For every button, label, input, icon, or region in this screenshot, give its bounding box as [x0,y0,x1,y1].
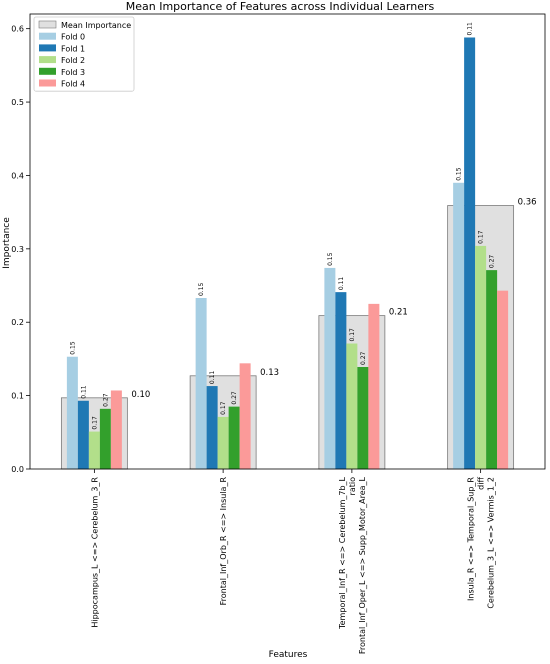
fold-bar [453,182,465,469]
y-tick-label: 0.5 [11,98,24,107]
x-tick-label: diff [477,477,486,490]
bar-value-label: 0.11 [209,371,216,385]
x-tick-label: Insula_R <=> Temporal_Sup_R [467,477,476,601]
legend-swatch [39,56,56,64]
legend-label: Fold 3 [61,68,85,77]
fold-bar [99,408,111,469]
legend-box [33,16,135,92]
fold-bar [346,343,358,469]
bar-value-label: 0.11 [80,385,87,399]
plot-frame [29,13,546,470]
bar-value-label: 0.17 [91,416,98,430]
legend-swatch [39,44,56,52]
fold-bar [217,416,229,469]
fold-bar [324,267,336,469]
x-tick-label: Hippocampus_L <=> Cerebelum_3_R [90,477,99,628]
bar-value-label: 0.11 [467,22,474,36]
bar-value-label: 0.15 [327,252,334,266]
fold-bar [335,292,347,469]
legend-label: Mean Importance [61,21,131,30]
legend-swatch [39,79,56,87]
fold-bar [77,400,89,469]
plot-area: 0.0 0.1 0.2 0.3 0.4 0.5 0.6 0.10 0.15 0.11 0.17 0.2… [11,13,546,654]
legend-label: Fold 0 [61,33,85,42]
y-tick-label: 0.4 [11,171,24,180]
legend-label: Fold 1 [61,44,85,53]
mean-value-label: 0.10 [131,390,150,400]
bar-value-label: 0.11 [338,277,345,291]
fold-bar [486,270,498,469]
mean-value-label: 0.36 [518,198,537,208]
x-tick-label: Frontal_Inf_Oper_L <=> Supp_Motor_Area_L [358,476,367,654]
legend-label: Fold 2 [61,56,85,65]
y-tick-label: 0.2 [11,318,24,327]
fold-bar [206,386,218,469]
fold-bar [66,356,78,469]
x-tick-label: Frontal_Inf_Orb_R <=> Insula_R [219,477,228,606]
fold-bar [110,390,122,469]
legend-swatch [39,67,56,75]
chart-title: Mean Importance of Features across Indiv… [126,0,435,13]
mean-value-label: 0.21 [389,308,408,318]
y-tick-label: 0.0 [11,465,24,474]
y-tick-label: 0.3 [11,245,24,254]
fold-bar [497,290,509,469]
bar-value-label: 0.27 [489,255,496,269]
y-tick-label: 0.6 [11,25,24,34]
fold-bar [464,37,476,469]
y-axis-label: Importance [2,217,12,269]
fold-bar [239,363,251,469]
legend-label: Fold 4 [61,80,85,89]
legend-swatch [38,20,57,29]
fold-bar [195,298,207,469]
mean-value-label: 0.13 [260,368,279,378]
legend-swatch [39,32,56,40]
bar-value-label: 0.17 [478,230,485,244]
bar-value-label: 0.27 [102,393,109,407]
bar-value-label: 0.15 [456,167,463,181]
x-tick-label: Temporal_Inf_R <=> Cerebelum_7b_L [338,476,347,629]
x-tick-label: ratio [348,477,357,496]
fold-bar [228,406,240,469]
bar-value-label: 0.17 [220,401,227,415]
y-tick-label: 0.1 [11,392,24,401]
x-axis-label: Features [269,650,308,660]
fold-bar [475,245,487,469]
fold-bar [357,366,369,469]
x-tick-label: Cerebelum_3_L <=> Vermis_1_2 [487,477,496,609]
bar-value-label: 0.15 [198,282,205,296]
bar-value-label: 0.15 [69,341,76,355]
bar-value-label: 0.17 [349,328,356,342]
bar-value-label: 0.27 [231,391,238,405]
fold-bar [368,303,380,469]
fold-bar [88,431,100,469]
bar-value-label: 0.27 [360,351,367,365]
